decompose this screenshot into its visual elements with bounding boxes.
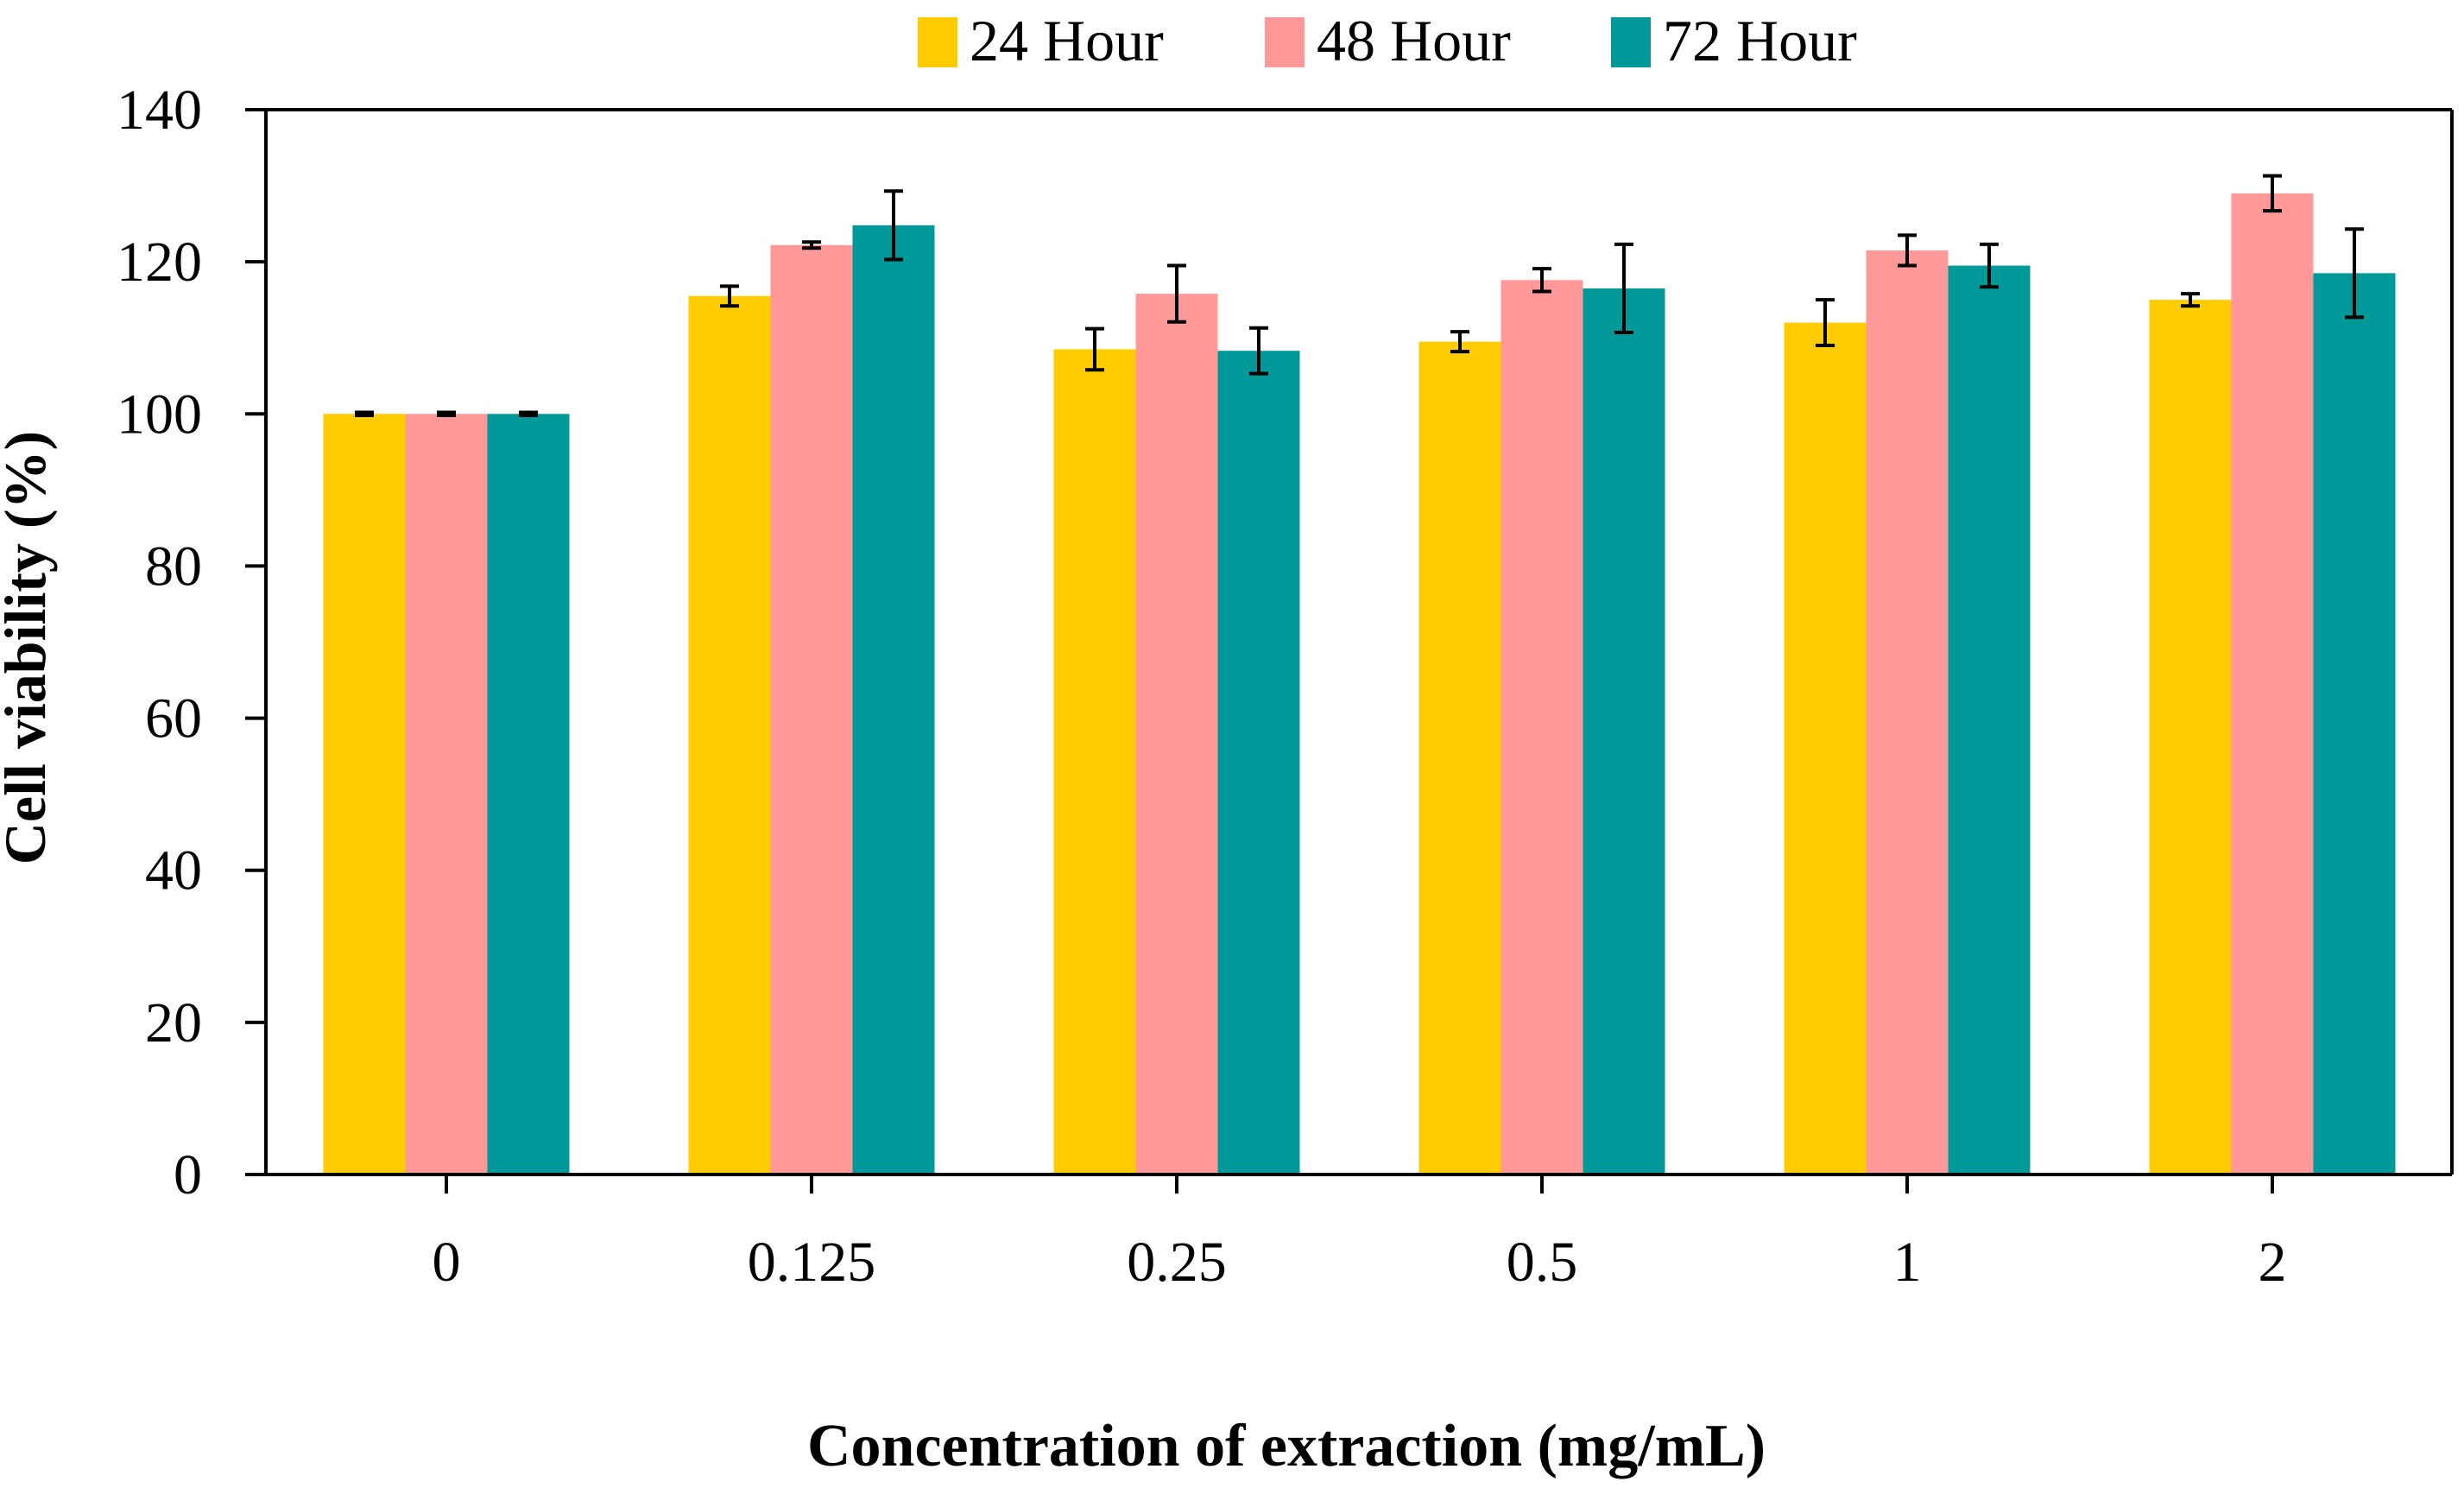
bar-24-hour-0 [323,414,406,1175]
y-axis-label: Cell viability (%) [0,431,58,864]
bars-group [323,193,2396,1175]
x-tick-label-0: 0 [433,1231,461,1294]
legend-swatch-48-hour [1265,17,1305,67]
legend-label-24-hour: 24 Hour [970,8,1164,73]
bar-24-hour-0p5 [1418,341,1501,1175]
bar-48-hour-1 [1866,250,1949,1175]
bar-48-hour-0 [405,414,488,1175]
bar-48-hour-2 [2231,193,2314,1175]
bar-48-hour-0p5 [1501,280,1583,1175]
y-tick-label-120: 120 [117,231,202,294]
bar-72-hour-0p5 [1583,288,1665,1175]
legend-label-72-hour: 72 Hour [1663,8,1857,73]
y-tick-label-20: 20 [145,991,202,1054]
bar-24-hour-2 [2149,300,2232,1175]
y-tick-label-80: 80 [145,535,202,598]
bar-72-hour-0p125 [852,225,935,1175]
y-tick-label-0: 0 [174,1143,202,1206]
legend-swatch-24-hour [918,17,957,67]
x-tick-label-0p5: 0.5 [1507,1231,1578,1294]
y-tick-label-60: 60 [145,687,202,750]
bar-48-hour-0p25 [1135,294,1218,1175]
bar-24-hour-0p125 [688,295,771,1175]
legend-label-48-hour: 48 Hour [1317,8,1511,73]
bar-72-hour-1 [1948,265,2031,1175]
bar-72-hour-0 [487,414,570,1175]
bar-48-hour-0p125 [770,244,853,1175]
axes-group: 0 20 40 60 80 100 120 140 0 0.125 0.25 0.5 1 2 [117,79,2454,1294]
bar-72-hour-0p25 [1217,351,1300,1175]
y-tick-label-40: 40 [145,839,202,902]
y-tick-label-100: 100 [117,383,202,446]
x-axis-label: Concentration of extraction (mg/mL) [807,1413,1766,1479]
x-tick-label-0p25: 0.25 [1127,1231,1227,1294]
x-tick-label-2: 2 [2259,1231,2287,1294]
legend: 24 Hour 48 Hour 72 Hour [918,8,1857,73]
bar-24-hour-1 [1784,322,1867,1175]
x-tick-label-0p125: 0.125 [748,1231,876,1294]
legend-swatch-72-hour [1611,17,1651,67]
y-tick-label-140: 140 [117,79,202,142]
bar-72-hour-2 [2313,273,2396,1175]
x-tick-label-1: 1 [1893,1231,1922,1294]
error-bars-group [355,174,2364,418]
bar-24-hour-0p25 [1053,349,1136,1175]
